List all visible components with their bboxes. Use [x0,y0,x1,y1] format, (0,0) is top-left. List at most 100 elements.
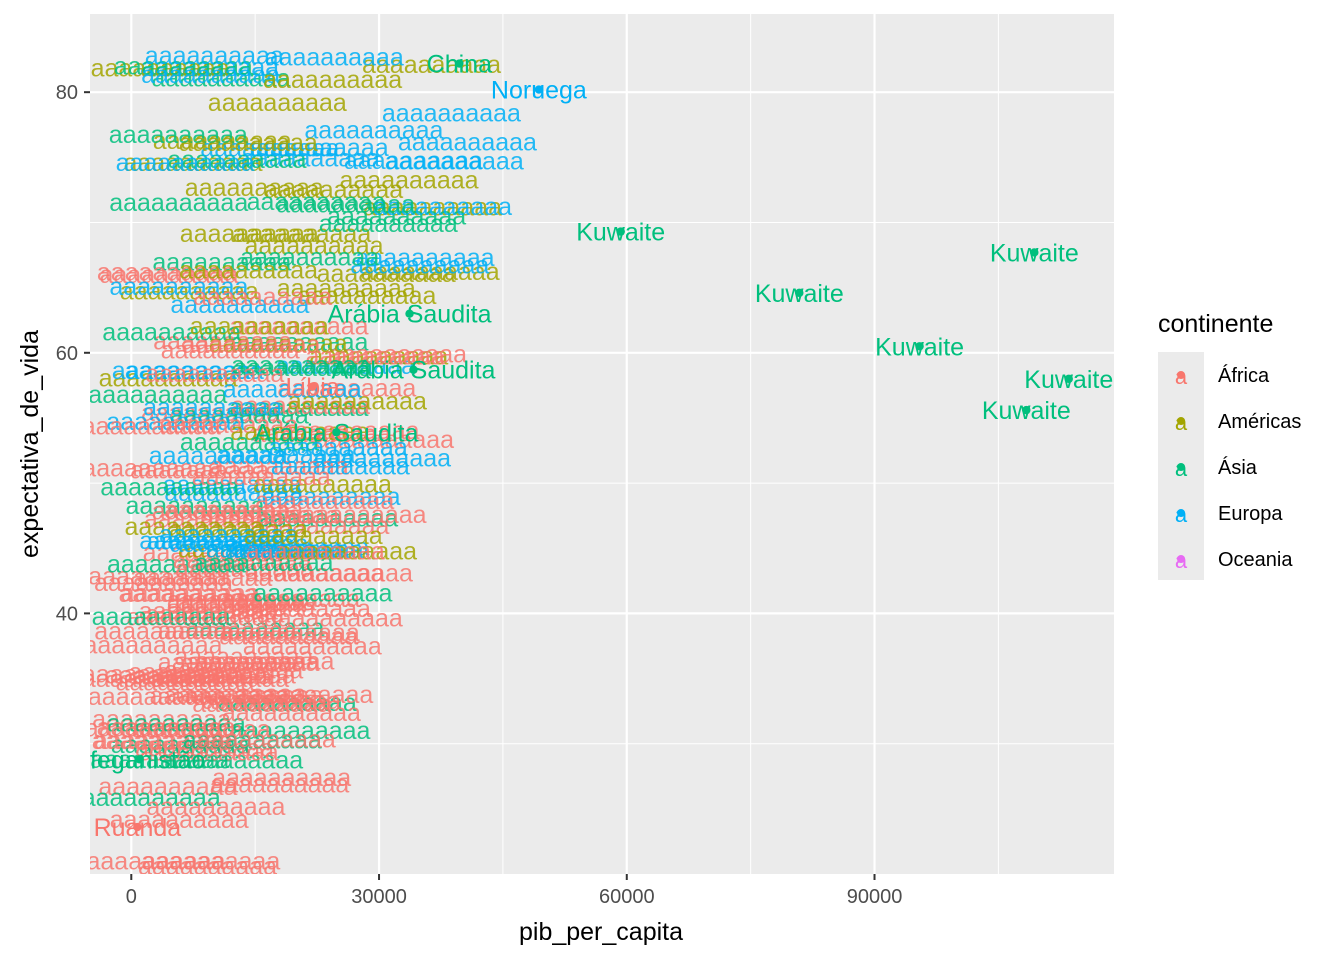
overplotted-label-fragment: aaaaaaaaaa [143,539,282,567]
overplotted-label-fragment: aaaaaaaaaa [344,147,483,175]
overplotted-label-fragment: aaaaaaaaaa [309,343,448,371]
overplotted-label-fragment: aaaaaaaaaa [91,55,230,83]
overplotted-label-fragment: aaaaaaaaaa [234,681,373,709]
overplotted-label-fragment: aaaaaaaaaa [107,710,246,738]
overplotted-label-fragment: aaaaaaaaaa [240,243,379,271]
point-label: Arábia Saudita [331,357,495,385]
overplotted-label-fragment: aaaaaaaaaa [102,319,241,347]
overplotted-label-fragment: aaaaaaaaaa [264,176,403,204]
overplotted-label-fragment: aaaaaaaaaa [138,852,277,880]
overplotted-label-fragment: aaaaaaaaaa [164,656,303,684]
point-label: China [427,51,492,79]
overplotted-label-fragment: aaaaaaaaaa [231,392,370,420]
overplotted-label-fragment: aaaaaaaaaa [243,632,382,660]
overplotted-label-fragment: aaaaaaaaaa [288,388,427,416]
overplotted-label-fragment: aaaaaaaaaa [263,66,402,94]
overplotted-label-fragment: aaaaaaaaaa [192,463,331,491]
overplotted-label-fragment: aaaaaaaaaa [158,649,297,677]
major-gridlines [90,14,1114,874]
overplotted-label-fragment: aaaaaaaaaa [94,569,233,597]
overplotted-label-fragment: aaaaaaaaaa [151,65,290,93]
overplotted-label-fragment: aaaaaaaaaa [312,445,451,473]
overplotted-label-fragment: aaaaaaaaaa [150,682,289,710]
overplotted-label-fragment: aaaaaaaaaa [225,536,364,564]
overplotted-label-fragment: aaaaaaaaaa [184,682,323,710]
point-label: Afeganistão [73,746,205,774]
overplotted-label-fragment: aaaaaaaaaa [126,492,265,520]
overplotted-label-fragment: aaaaaaaaaa [217,441,356,469]
overplotted-label-fragment: aaaaaaaaaa [277,275,416,303]
overplotted-label-fragment: aaaaaaaaaa [140,54,279,82]
overplotted-label-fragment: aaaaaaaaaa [361,258,500,286]
overplotted-label-fragment: aaaaaaaaaa [230,533,369,561]
point-label: Ruanda [94,814,182,842]
point-label: Kuwaite [1024,366,1113,394]
overplotted-label-fragment: aaaaaaaaaa [106,408,245,436]
overplotted-label-fragment: aaaaaaaaaa [99,365,238,393]
overplotted-label-fragment: aaaaaaaaaa [276,190,415,218]
overplotted-label-fragment: aaaaaaaaaa [264,604,403,632]
overplotted-label-fragment: aaaaaaaaaa [84,632,223,660]
overplotted-label-fragment: aaaaaaaaaa [200,501,339,529]
overplotted-label-fragment: aaaaaaaaaa [141,61,280,89]
overplotted-label-fragment: aaaaaaaaaa [182,331,321,359]
legend-label: Ásia [1218,456,1258,479]
point-label: Kuwaite [875,333,964,361]
overplotted-label-fragment: aaaaaaaaaa [135,734,274,762]
overplotted-label-fragment: aaaaaaaaaa [222,699,361,727]
overplotted-label-fragment: aaaaaaaaaa [208,89,347,117]
overplotted-label-fragment: aaaaaaaaaa [212,764,351,792]
overplotted-label-fragment: aaaaaaaaaa [125,357,264,385]
overplotted-label-fragment: aaaaaaaaaa [253,470,392,498]
overplotted-label-fragment: aaaaaaaaaa [114,52,253,80]
overplotted-label-fragment: aaaaaaaaaa [167,590,306,618]
legend-key-point [1177,509,1185,517]
point-label: Kuwaite [982,397,1071,425]
data-point [616,227,625,236]
overplotted-label-fragment: aaaaaaaaaa [230,312,369,340]
point-label: Líbia [285,374,339,402]
overplotted-label-fragment: aaaaaaaaaa [157,662,296,690]
point-label: Arábia Saudita [328,301,492,329]
x-axis-title: pib_per_capita [519,918,683,946]
legend: continente a África a Américas a Ásia a Europa a… [1158,310,1301,580]
overplotted-label-fragment: aaaaaaaaaa [130,456,269,484]
overplotted-label-fragment: aaaaaaaaaa [120,277,259,305]
overplotted-label-fragment: aaaaaaaaaa [143,394,282,422]
point-label: Arábia Saudita [254,419,418,447]
overplotted-label-fragment: aaaaaaaaaa [192,690,331,718]
overplotted-label-fragment: aaaaaaaaaa [210,453,349,481]
overplotted-label-fragment: aaaaaaaaaa [141,848,280,876]
overplotted-label-fragment: aaaaaaaaaa [174,643,313,671]
overplotted-label-fragment: aaaaaaaaaa [150,665,289,693]
overplotted-label-fragment: aaaaaaaaaa [112,357,251,385]
overplotted-label-fragment: aaaaaaaaaa [119,580,258,608]
overplotted-label-fragment: aaaaaaaaaa [277,375,416,403]
overplotted-label-fragment: aaaaaaaaaa [169,516,308,544]
overplotted-label-fragment: aaaaaaaaaa [132,716,271,744]
overplotted-label-fragment: aaaaaaaaaa [109,121,248,149]
data-point [534,85,544,94]
overplotted-label-fragment: aaaaaaaaaa [319,210,458,238]
overplotted-label-fragment: aaaaaaaaaa [164,479,303,507]
overplotted-label-fragment: aaaaaaaaaa [167,680,306,708]
overplotted-label-fragment: aaaaaaaaaa [356,244,495,272]
legend-key-point [1177,371,1185,379]
overplotted-label-fragment: aaaaaaaaaa [82,455,221,483]
overplotted-label-fragment: aaaaaaaaaa [97,259,236,287]
overplotted-label-fragment: aaaaaaaaaa [159,521,298,549]
overplotted-label-fragment: aaaaaaaaaa [230,418,369,446]
overplotted-label-fragment: aaaaaaaaaa [210,770,349,798]
overplotted-label-fragment: aaaaaaaaaa [109,273,248,301]
overplotted-label-fragment: aaaaaaaaaa [145,600,284,628]
overplotted-label-fragment: aaaaaaaaaa [241,145,380,173]
overplotted-label-fragment: aaaaaaaaaa [149,442,288,470]
legend-key-glyph: a [1175,548,1188,573]
legend-label: África [1218,364,1270,387]
overplotted-label-fragment: aaaaaaaaaa [229,394,368,422]
overplotted-label-fragment: aaaaaaaaaa [202,687,341,715]
overplotted-label-fragment: aaaaaaaaaa [195,647,334,675]
overplotted-label-fragment: aaaaaaaaaa [110,806,249,834]
legend-key-glyph: a [1175,364,1188,389]
y-tick-label: 60 [56,343,78,365]
